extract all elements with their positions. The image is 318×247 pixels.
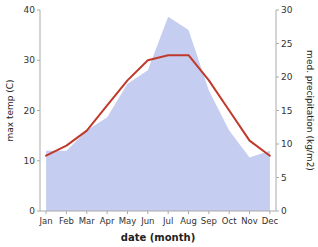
x-tick bbox=[66, 211, 67, 214]
y2-tick-label: 0 bbox=[281, 206, 287, 216]
y-tick bbox=[37, 211, 40, 212]
x-tick bbox=[208, 211, 209, 214]
y2-tick bbox=[276, 211, 279, 212]
y-tick-label: 0 bbox=[29, 206, 35, 216]
x-tick bbox=[46, 211, 47, 214]
x-tick-label: Jun bbox=[140, 216, 154, 226]
x-tick-label: Oct bbox=[222, 216, 237, 226]
y-axis-label: max temp (C) bbox=[5, 79, 15, 141]
y2-tick-label: 15 bbox=[281, 106, 292, 116]
x-tick-label: Feb bbox=[59, 216, 74, 226]
chart: 0 10 20 30 40 0 5 10 15 20 25 30 Jan Feb Mar Apr MayJun J… bbox=[0, 0, 318, 247]
y2-axis-label: med. precipitation (kg/m2) bbox=[305, 50, 315, 171]
x-tick bbox=[147, 211, 148, 214]
y-tick-label: 20 bbox=[24, 106, 36, 116]
y-tick bbox=[37, 60, 40, 61]
line bbox=[46, 55, 270, 156]
y2-tick bbox=[276, 144, 279, 145]
y2-tick bbox=[276, 77, 279, 78]
y-tick bbox=[37, 10, 40, 11]
x-tick bbox=[269, 211, 270, 214]
x-tick-label: Apr bbox=[100, 216, 115, 226]
x-tick bbox=[168, 211, 169, 214]
plot-area bbox=[46, 17, 270, 211]
x-tick bbox=[107, 211, 108, 214]
y-tick-label: 40 bbox=[24, 5, 36, 15]
y2-tick bbox=[276, 177, 279, 178]
y2-tick-label: 20 bbox=[281, 72, 293, 82]
y-tick-label: 30 bbox=[24, 55, 36, 65]
x-tick-label: Nov bbox=[241, 216, 258, 226]
x-tick bbox=[86, 211, 87, 214]
x-tick-label: Jan bbox=[39, 216, 53, 226]
area bbox=[46, 17, 270, 211]
x-tick-label: Mar bbox=[79, 216, 96, 226]
y2-tick-label: 30 bbox=[281, 5, 293, 15]
y2-tick bbox=[276, 43, 279, 44]
x-axis-label: date (month) bbox=[121, 232, 195, 243]
x-tick bbox=[229, 211, 230, 214]
x-tick-label: May bbox=[119, 216, 137, 226]
y2-tick bbox=[276, 110, 279, 111]
y2-tick bbox=[276, 10, 279, 11]
x-tick-label: Aug bbox=[180, 216, 197, 226]
x-tick-label: Dec bbox=[262, 216, 279, 226]
x-tick bbox=[249, 211, 250, 214]
y2-tick-label: 10 bbox=[281, 139, 293, 149]
x-tick bbox=[188, 211, 189, 214]
y-tick bbox=[37, 110, 40, 111]
y-tick bbox=[37, 160, 40, 161]
x-tick bbox=[127, 211, 128, 214]
x-tick-label: Sep bbox=[201, 216, 217, 226]
y2-tick-label: 25 bbox=[281, 39, 292, 49]
x-axis-line bbox=[40, 211, 276, 212]
y-tick-label: 10 bbox=[24, 156, 36, 166]
y2-tick-label: 5 bbox=[281, 173, 287, 183]
x-tick-label: Jul bbox=[162, 216, 173, 226]
